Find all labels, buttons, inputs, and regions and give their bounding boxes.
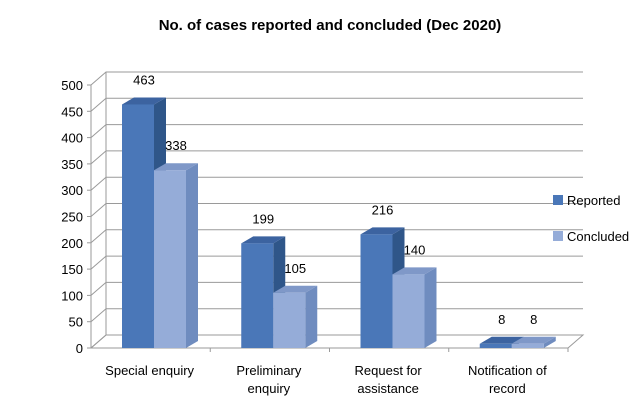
bar-side bbox=[424, 267, 437, 348]
legend-label: Reported bbox=[567, 193, 620, 208]
y-tick-label: 0 bbox=[76, 341, 83, 356]
bar-side bbox=[305, 285, 318, 348]
x-tick-label: Notification of record bbox=[468, 363, 547, 396]
data-label: 140 bbox=[404, 242, 426, 257]
bar-top bbox=[273, 285, 318, 293]
bars bbox=[122, 97, 556, 348]
data-label: 8 bbox=[530, 312, 537, 327]
bar-top bbox=[479, 336, 524, 344]
bar-top bbox=[122, 97, 166, 105]
data-label: 216 bbox=[372, 202, 394, 217]
data-label: 338 bbox=[165, 138, 187, 153]
bar bbox=[479, 343, 512, 348]
bar bbox=[241, 243, 274, 348]
legend-swatch bbox=[553, 231, 563, 241]
bar-top bbox=[154, 163, 198, 171]
y-tick-label: 200 bbox=[61, 236, 83, 251]
data-labels: 463 199 216 8 338 105 140 8 bbox=[133, 72, 537, 326]
y-tick-label: 500 bbox=[61, 78, 83, 93]
gridline bbox=[90, 71, 583, 86]
x-tick-label-line: Request for bbox=[355, 363, 423, 378]
x-tick-label-line: record bbox=[489, 381, 526, 396]
data-label: 105 bbox=[284, 261, 306, 276]
legend-swatch bbox=[553, 195, 563, 205]
y-tick-label: 250 bbox=[61, 210, 83, 225]
y-tick-label: 100 bbox=[61, 288, 83, 303]
bar-side bbox=[186, 163, 198, 348]
bar bbox=[154, 170, 186, 348]
y-tick-label: 50 bbox=[69, 315, 83, 330]
bar-top bbox=[511, 336, 556, 344]
x-tick-label-line: Preliminary bbox=[236, 363, 302, 378]
legend: Reported Concluded bbox=[553, 193, 629, 244]
x-tick-label: Request for assistance bbox=[355, 363, 423, 396]
y-tick-label: 450 bbox=[61, 104, 83, 119]
x-tick-label: Preliminary enquiry bbox=[236, 363, 302, 396]
x-tick-label-line: Notification of bbox=[468, 363, 547, 378]
bar-side bbox=[543, 336, 556, 348]
bar-top bbox=[360, 227, 405, 235]
x-tick-label: Special enquiry bbox=[105, 363, 194, 378]
chart-title: No. of cases reported and concluded (Dec… bbox=[159, 17, 502, 34]
y-tick-label: 400 bbox=[61, 131, 83, 146]
bar-top bbox=[241, 236, 286, 244]
x-tick-label-line: Special enquiry bbox=[105, 363, 194, 378]
bar bbox=[273, 292, 306, 348]
legend-label: Concluded bbox=[567, 229, 629, 244]
bar bbox=[122, 104, 154, 348]
bar bbox=[392, 274, 425, 348]
y-tick-label: 300 bbox=[61, 183, 83, 198]
y-tick-label: 350 bbox=[61, 157, 83, 172]
data-label: 199 bbox=[252, 211, 274, 226]
x-tick-labels: Special enquiry Preliminary enquiry Request… bbox=[105, 363, 547, 396]
x-tick-label-line: enquiry bbox=[248, 381, 291, 396]
bar bbox=[360, 234, 393, 348]
y-tick-labels: 0 50 100 150 200 250 300 350 400 450 500 bbox=[61, 78, 83, 356]
x-tick-label-line: assistance bbox=[357, 381, 418, 396]
bar-top bbox=[392, 267, 437, 275]
data-label: 463 bbox=[133, 72, 155, 87]
data-label: 8 bbox=[498, 312, 505, 327]
bar bbox=[511, 343, 544, 348]
y-tick-label: 150 bbox=[61, 262, 83, 277]
